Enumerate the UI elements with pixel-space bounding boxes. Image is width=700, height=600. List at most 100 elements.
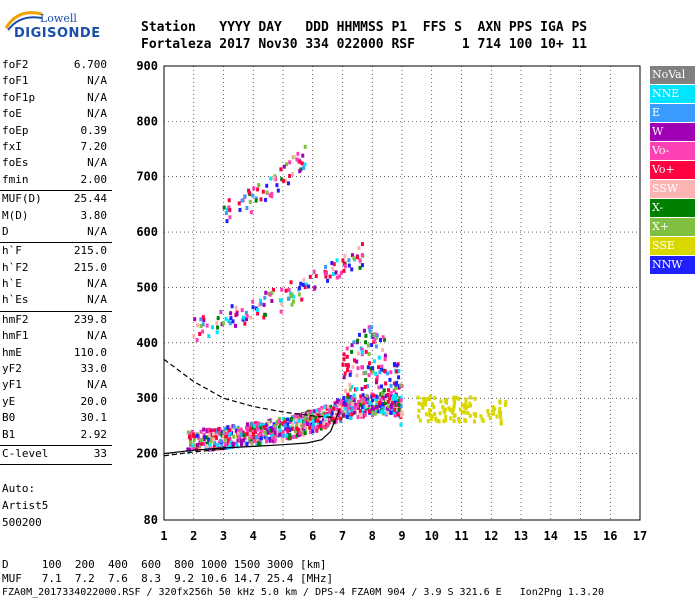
echo-point	[248, 432, 252, 437]
echo-point	[390, 400, 394, 405]
legend-entry: Vo-	[650, 142, 695, 160]
param-name: C-level	[2, 446, 49, 460]
echo-point	[342, 396, 346, 401]
echo-point	[444, 418, 448, 423]
echo-point	[228, 438, 232, 443]
x-tick-label: 17	[633, 529, 647, 543]
echo-point	[426, 419, 430, 424]
param-row: foE N/A	[0, 107, 112, 123]
echo-point	[355, 404, 359, 409]
echo-point	[304, 282, 308, 287]
echo-point	[273, 430, 277, 435]
echo-point	[336, 413, 340, 418]
echo-point	[290, 426, 294, 431]
echo-point	[392, 410, 396, 415]
echo-point	[379, 367, 383, 372]
echo-point	[291, 415, 295, 420]
echo-point	[311, 429, 315, 434]
echo-point	[381, 409, 385, 414]
echo-point	[284, 426, 288, 431]
echo-point	[257, 303, 261, 308]
echo-point	[393, 408, 397, 413]
echo-point	[383, 401, 387, 406]
echo-point	[479, 414, 483, 419]
echo-point	[235, 444, 239, 449]
echo-point	[341, 362, 345, 367]
profile-extrapolation-line	[163, 358, 334, 419]
echo-point	[197, 435, 201, 440]
param-name: foF1	[2, 74, 29, 88]
param-row: h`F 215.0	[0, 244, 112, 260]
echo-point	[396, 399, 400, 404]
echo-point	[348, 387, 352, 392]
echo-point	[264, 439, 268, 444]
echo-point	[387, 404, 391, 409]
header-values: Fortaleza 2017 Nov30 334 022000 RSF 1 71…	[141, 37, 588, 52]
echo-point	[279, 309, 283, 314]
echo-point	[246, 428, 250, 433]
echo-point	[251, 434, 255, 439]
echo-point	[327, 420, 331, 425]
echo-point	[235, 312, 239, 317]
param-name: yF2	[2, 362, 22, 376]
echo-point	[353, 410, 357, 415]
echo-point	[384, 398, 388, 403]
echo-point	[452, 414, 456, 419]
echo-point	[360, 405, 364, 410]
echo-point	[397, 375, 401, 380]
echo-point	[353, 387, 357, 392]
echo-point	[452, 397, 456, 402]
echo-point	[371, 405, 375, 410]
param-row: B1 2.92	[0, 428, 112, 444]
echo-point	[387, 388, 391, 393]
echo-point	[264, 197, 268, 202]
param-name: hmF2	[2, 312, 29, 326]
echo-point	[463, 403, 467, 408]
x-tick-label: 12	[484, 529, 498, 543]
echo-point	[383, 369, 387, 374]
echo-point	[371, 407, 375, 412]
echo-point	[263, 435, 267, 440]
echo-point	[464, 399, 468, 404]
param-value: N/A	[87, 107, 107, 121]
echo-point	[452, 395, 456, 400]
echo-point	[392, 381, 396, 386]
echo-point	[334, 419, 338, 424]
echo-point	[229, 316, 233, 321]
echo-point	[315, 428, 319, 433]
echo-point	[345, 405, 349, 410]
echo-point	[287, 287, 291, 292]
echo-point	[217, 430, 221, 435]
echo-point	[306, 411, 310, 416]
echo-point	[215, 330, 219, 335]
echo-point	[227, 440, 231, 445]
echo-point	[360, 352, 364, 357]
param-row: yF2 33.0	[0, 362, 112, 378]
echo-point	[343, 253, 347, 258]
echo-point	[418, 418, 422, 423]
echo-point	[472, 419, 476, 424]
param-name: foE	[2, 107, 22, 121]
echo-point	[223, 442, 227, 447]
param-row: hmF2 239.8	[0, 313, 112, 329]
echo-point	[227, 432, 231, 437]
param-name: h`F2	[2, 260, 29, 274]
echo-point	[416, 395, 420, 400]
echo-point	[466, 404, 470, 409]
echo-point	[268, 193, 272, 198]
param-name: yE	[2, 394, 16, 408]
echo-point	[191, 433, 195, 438]
echo-point	[256, 421, 260, 426]
echo-point	[345, 346, 349, 351]
legend-entry: X-	[650, 199, 695, 217]
echo-point	[342, 400, 346, 405]
echo-point	[367, 352, 371, 357]
param-name: hmE	[2, 345, 22, 359]
echo-point	[328, 274, 332, 279]
echo-point	[307, 284, 311, 289]
echo-point	[295, 423, 299, 428]
echo-point	[258, 298, 262, 303]
echo-point	[438, 411, 442, 416]
echo-point	[236, 431, 240, 436]
echo-point	[193, 317, 197, 322]
